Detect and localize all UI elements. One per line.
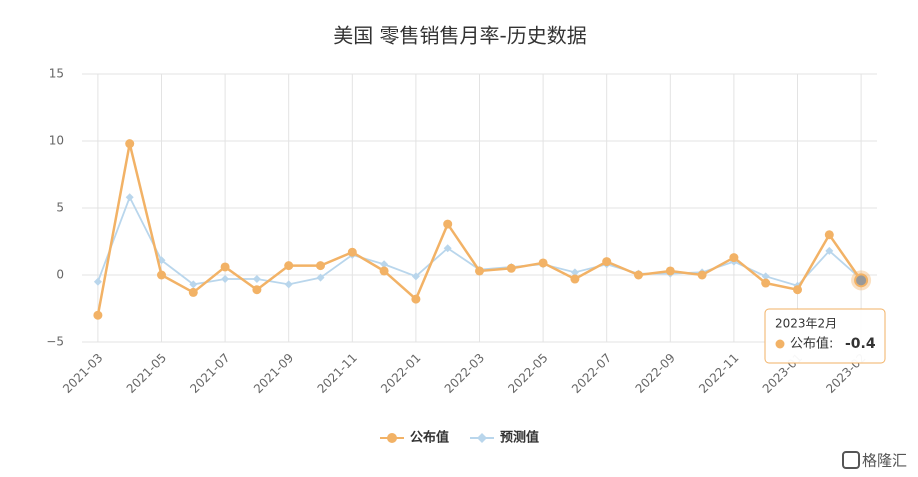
x-tick-label: 2022-03	[442, 351, 487, 396]
point	[729, 253, 739, 263]
y-tick-label: 15	[49, 67, 64, 81]
chart-title: 美国 零售销售月率-历史数据	[333, 24, 587, 48]
watermark: 格隆汇	[862, 452, 907, 470]
point	[221, 275, 230, 284]
point	[188, 287, 198, 297]
x-tick-label: 2022-01	[378, 351, 423, 396]
x-tick-label: 2022-05	[505, 351, 550, 396]
y-tick-label: −5	[46, 335, 64, 349]
x-tick-label: 2022-07	[569, 351, 614, 396]
y-tick-label: 5	[56, 201, 64, 215]
point	[570, 268, 579, 277]
tooltip-box	[764, 308, 886, 364]
point	[602, 257, 612, 267]
legend-symbol	[477, 433, 487, 443]
point	[189, 280, 198, 289]
y-tick-label: 0	[56, 268, 64, 282]
point	[761, 272, 770, 281]
tooltip-dot	[775, 339, 785, 349]
point	[125, 193, 134, 202]
legend-label: 预测值	[500, 430, 539, 446]
point	[538, 258, 548, 268]
point	[316, 273, 325, 282]
point	[761, 278, 771, 288]
point	[824, 230, 834, 240]
point	[284, 261, 294, 271]
point	[411, 294, 421, 304]
watermark-icon	[842, 451, 860, 469]
x-tick-label: 2021-09	[251, 351, 296, 396]
point	[157, 270, 166, 280]
point	[825, 246, 834, 255]
point	[380, 260, 389, 269]
x-tick-label: 2021-05	[124, 351, 169, 396]
point	[220, 262, 230, 272]
point	[697, 270, 707, 280]
point	[634, 270, 643, 280]
y-tick-label: 10	[49, 134, 64, 148]
legend-label: 公布值	[410, 430, 449, 446]
x-tick-label: 2022-09	[633, 351, 678, 396]
point	[93, 277, 102, 286]
point	[93, 310, 103, 320]
point	[284, 280, 293, 289]
point	[475, 266, 484, 276]
point	[443, 219, 453, 229]
point	[570, 274, 580, 284]
point	[252, 275, 261, 284]
point	[316, 261, 325, 271]
x-tick-label: 2021-11	[315, 351, 360, 396]
x-tick-label: 2021-03	[60, 351, 105, 396]
tooltip-title: 2023年2月	[775, 317, 837, 331]
x-tick-label: 2021-07	[187, 351, 232, 396]
tooltip-value: -0.4	[845, 336, 876, 352]
legend-symbol	[387, 433, 397, 443]
point	[793, 285, 802, 295]
point	[443, 244, 452, 253]
point	[665, 266, 675, 276]
x-tick-label: 2022-11	[696, 351, 741, 396]
point	[347, 247, 357, 257]
point	[411, 272, 420, 281]
point	[125, 139, 135, 149]
tooltip-label: 公布值:	[790, 336, 833, 352]
point	[379, 266, 389, 276]
point	[506, 263, 516, 273]
highlight-point	[854, 273, 869, 288]
point	[252, 285, 262, 295]
